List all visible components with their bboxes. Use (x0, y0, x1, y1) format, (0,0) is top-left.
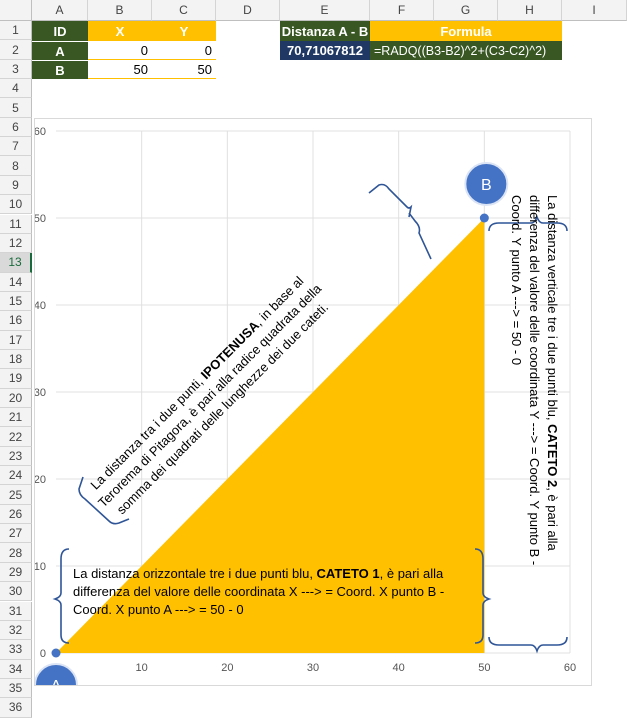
select-all-corner[interactable] (0, 0, 32, 21)
y-tick-label-20: 20 (35, 474, 46, 486)
formula-label-cell[interactable]: Formula (370, 21, 562, 41)
row-header-5[interactable]: 5 (0, 98, 32, 118)
row-header-35[interactable]: 35 (0, 678, 32, 699)
data-point-a (51, 648, 61, 658)
row-header-28[interactable]: 28 (0, 543, 32, 563)
column-header-f[interactable]: F (370, 0, 434, 21)
row-header-22[interactable]: 22 (0, 427, 32, 447)
cell-b3[interactable]: 50 (88, 60, 152, 79)
y-tick-label-10: 10 (35, 561, 46, 573)
cathetus1-left-brace (52, 548, 70, 644)
row-header-4[interactable]: 4 (0, 79, 32, 99)
cathetus1-note: La distanza orizzontale tre i due punti … (73, 565, 463, 619)
point-badge-label-a: A (51, 678, 62, 685)
column-header-b[interactable]: B (88, 0, 152, 21)
formula-text-cell[interactable]: =RADQ((B3-B2)^2+(C3-C2)^2) (370, 41, 562, 60)
row-header-27[interactable]: 27 (0, 524, 32, 544)
row-header-31[interactable]: 31 (0, 601, 32, 621)
row-header-7[interactable]: 7 (0, 137, 32, 157)
row-header-8[interactable]: 8 (0, 156, 32, 176)
cathetus1-note-post: , è pari alla differenza del valore dell… (73, 566, 445, 617)
x-tick-label-20: 20 (221, 662, 233, 674)
x-tick-label-40: 40 (393, 662, 405, 674)
row-header-2[interactable]: 2 (0, 40, 32, 60)
x-tick-label-50: 50 (478, 662, 490, 674)
distance-value-cell[interactable]: 70,71067812 (280, 41, 370, 60)
hypotenuse-bottom-brace (78, 476, 130, 525)
cathetus2-top-brace (488, 214, 568, 232)
row-header-29[interactable]: 29 (0, 562, 32, 583)
row-header-6[interactable]: 6 (0, 117, 32, 138)
row-header-26[interactable]: 26 (0, 504, 32, 525)
row-header-23[interactable]: 23 (0, 446, 32, 467)
row-header-13[interactable]: 13 (0, 253, 32, 273)
row-header-17[interactable]: 17 (0, 330, 32, 350)
column-header-d[interactable]: D (216, 0, 280, 21)
row-header-3[interactable]: 3 (0, 59, 32, 80)
row-header-33[interactable]: 33 (0, 640, 32, 660)
y-tick-label-60: 60 (35, 126, 46, 138)
y-tick-label-30: 30 (35, 387, 46, 399)
column-header-a[interactable]: A (32, 0, 88, 21)
chart-area[interactable]: 0 10 20 30 40 50 60 10 20 30 40 50 60 A B La distanza … (34, 118, 592, 686)
cathetus1-note-pre: La distanza orizzontale tre i due punti … (73, 566, 317, 581)
row-header-12[interactable]: 12 (0, 233, 32, 254)
cell-a3[interactable]: B (32, 60, 88, 79)
cathetus2-note-bold: CATETO 2 (545, 424, 560, 488)
row-header-10[interactable]: 10 (0, 195, 32, 215)
cell-c2[interactable]: 0 (152, 41, 216, 60)
hypotenuse-top-brace (368, 183, 413, 218)
x-tick-label-60: 60 (564, 662, 576, 674)
distance-label-cell[interactable]: Distanza A - B (280, 21, 370, 41)
column-header-g[interactable]: G (434, 0, 498, 21)
cell-c1[interactable]: Y (152, 21, 216, 41)
cell-b1[interactable]: X (88, 21, 152, 41)
cell-a1[interactable]: ID (32, 21, 88, 41)
cell-b2[interactable]: 0 (88, 41, 152, 60)
row-header-16[interactable]: 16 (0, 311, 32, 331)
row-header-20[interactable]: 20 (0, 388, 32, 408)
scatter-chart: 0 10 20 30 40 50 60 10 20 30 40 50 60 A B (35, 126, 576, 685)
row-header-24[interactable]: 24 (0, 466, 32, 486)
row-header-30[interactable]: 30 (0, 582, 32, 602)
cell-c3[interactable]: 50 (152, 60, 216, 79)
row-header-21[interactable]: 21 (0, 408, 32, 428)
row-header-1[interactable]: 1 (0, 21, 32, 41)
y-tick-label-50: 50 (35, 213, 46, 225)
row-header-32[interactable]: 32 (0, 620, 32, 641)
cathetus1-note-bold: CATETO 1 (316, 566, 380, 581)
point-badge-label-b: B (481, 177, 492, 194)
cell-a2[interactable]: A (32, 41, 88, 60)
cathetus2-note: La distanza verticale tre i due punti bl… (509, 195, 561, 605)
row-header-18[interactable]: 18 (0, 349, 32, 370)
y-tick-label-40: 40 (35, 300, 46, 312)
row-header-15[interactable]: 15 (0, 291, 32, 312)
row-header-19[interactable]: 19 (0, 369, 32, 389)
data-point-b (479, 213, 489, 223)
x-tick-label-10: 10 (136, 662, 148, 674)
point-badge-a (35, 663, 78, 685)
point-badge-b (464, 162, 509, 206)
cathetus2-bottom-brace (488, 636, 568, 654)
column-header-e[interactable]: E (280, 0, 370, 21)
cathetus2-note-pre: La distanza verticale tre i due punti bl… (545, 195, 560, 425)
hypotenuse-top-brace-tail (408, 212, 432, 260)
row-header-9[interactable]: 9 (0, 175, 32, 196)
y-tick-label-0: 0 (40, 648, 46, 660)
x-tick-label-30: 30 (307, 662, 319, 674)
row-header-14[interactable]: 14 (0, 272, 32, 292)
column-header-i[interactable]: I (562, 0, 627, 21)
cathetus1-right-brace (474, 548, 492, 644)
column-header-c[interactable]: C (152, 0, 216, 21)
row-header-36[interactable]: 36 (0, 698, 32, 718)
row-header-34[interactable]: 34 (0, 659, 32, 679)
row-header-25[interactable]: 25 (0, 485, 32, 505)
column-header-h[interactable]: H (498, 0, 562, 21)
triangle-area (56, 218, 485, 653)
row-header-11[interactable]: 11 (0, 214, 32, 234)
